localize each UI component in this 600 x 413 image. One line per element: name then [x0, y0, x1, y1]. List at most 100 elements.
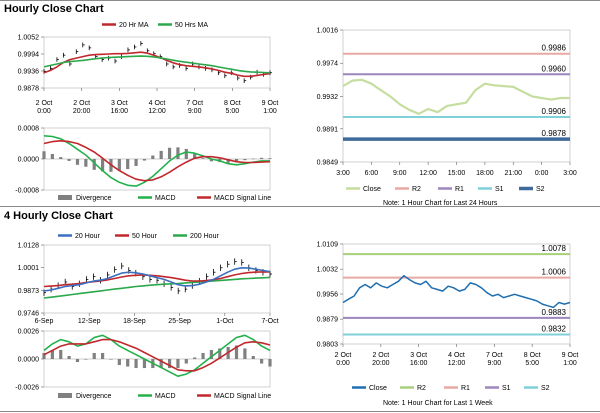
- four-hourly-ma-ytick-label-3: 0.9746: [18, 311, 40, 318]
- four-hourly-macd-divergence-bar-17: [184, 359, 188, 364]
- hourly-macd-legend-label-0: Divergence: [76, 195, 112, 202]
- hourly-ma-xtick-label-6: 9 Oct 1:00: [262, 100, 279, 115]
- week-xtick-label-6: 9 Oct 1:00: [562, 352, 579, 367]
- four-hourly-macd-divergence-bar-25: [251, 355, 255, 359]
- hourly-macd-divergence-bar-9: [117, 159, 121, 171]
- four-hourly-ma-xtick-label-4: 1-Oct: [216, 318, 233, 325]
- four-hourly-macd-divergence-bar-16: [176, 359, 180, 369]
- hourly-macd-divergence-bar-1: [50, 153, 54, 159]
- week-legend-label-3: S1: [502, 385, 511, 392]
- hourly-24h-xtick-label-8: 3:00: [563, 170, 577, 177]
- four-hourly-macd-divergence-bar-18: [193, 357, 197, 359]
- four-hourly-ma-plot-frame: [43, 244, 271, 314]
- four-hourly-macd-divergence-bar-19: [201, 352, 205, 359]
- hourly-macd-divergence-bar-3: [67, 159, 71, 161]
- hourly-macd-divergence-bar-27: [268, 158, 272, 159]
- four-hourly-macd-plot-frame: [43, 330, 271, 388]
- bottom-divider: [0, 411, 600, 412]
- hourly-macd-divergence-bar-18: [193, 153, 197, 159]
- week-legend-label-1: R2: [417, 385, 426, 392]
- four-hourly-macd-divergence-bar-11: [134, 359, 138, 369]
- four-hourly-ma-50h-line: [43, 271, 270, 288]
- hourly-macd-signal-line: [43, 140, 271, 182]
- hourly-ma-xtick-label-5: 8 Oct 5:00: [224, 100, 241, 115]
- hourly-macd-divergence-bar-23: [234, 159, 239, 163]
- week-r2-level-label: 1.0078: [542, 244, 567, 253]
- hourly-24h-xtick-label-6: 21:00: [504, 170, 522, 177]
- week-ytick-label-3: 0.9879: [317, 317, 339, 324]
- hourly-24h-s1-level-label: 0.9906: [542, 107, 567, 116]
- hourly-macd-divergence-bar-7: [100, 159, 105, 172]
- hourly-macd-legend-label-1: MACD: [155, 195, 176, 202]
- hourly-macd-divergence-bar-4: [75, 159, 80, 165]
- hourly-section-title: Hourly Close Chart: [4, 3, 104, 15]
- four-hourly-macd-ytick-label-1: 0.0000: [18, 357, 40, 364]
- hourly-24h-close-line: [342, 78, 570, 115]
- four-hourly-macd-divergence-bar-12: [142, 359, 147, 369]
- hourly-24h-legend-label-0: Close: [363, 186, 381, 193]
- hourly-macd-divergence-bar-13: [151, 155, 155, 159]
- four-hourly-macd-legend-label-2: MACD Signal Line: [214, 393, 271, 400]
- four-hourly-macd-divergence-bar-4: [75, 359, 80, 363]
- hourly-ma-xtick-label-3: 4 Oct 12:00: [148, 100, 166, 115]
- hourly-ma-xtick-label-1: 2 Oct 20:00: [73, 100, 91, 115]
- hourly-macd-ytick-label-2: -0.0008: [15, 188, 39, 195]
- four-hourly-macd-legend-label-1: MACD: [155, 393, 176, 400]
- hourly-macd-divergence-bar-2: [59, 157, 63, 159]
- hourly-24h-note: Note: 1 Hour Chart for Last 24 Hours: [383, 200, 498, 207]
- top-divider: [0, 0, 600, 1]
- hourly-macd-line: [43, 135, 270, 187]
- hourly-macd-ytick-label-1: 0.0000: [18, 157, 40, 164]
- hourly-24h-xtick-label-1: 6:00: [365, 170, 379, 177]
- hourly-macd-divergence-bar-14: [159, 150, 163, 159]
- week-s2-level-label: 0.9832: [542, 325, 567, 334]
- week-ytick-label-1: 1.0032: [317, 267, 339, 274]
- four-hourly-macd-divergence-bar-23: [234, 345, 239, 359]
- hourly-macd-divergence-bar-12: [142, 159, 147, 161]
- four-hourly-macd-divergence-bar-27: [268, 359, 272, 367]
- week-s1-level-label: 0.9883: [542, 308, 567, 317]
- four-hourly-macd-divergence-bar-15: [167, 359, 172, 369]
- four-hourly-ma-xtick-label-3: 25-Sep: [168, 318, 191, 325]
- four-hourly-macd-divergence-bar-3: [67, 355, 71, 359]
- week-xtick-label-2: 3 Oct 16:00: [410, 352, 428, 367]
- four-hourly-macd-divergence-bar-22: [226, 346, 230, 359]
- four-hourly-macd-divergence-bar-21: [218, 348, 222, 359]
- four-hourly-macd-divergence-bar-26: [260, 359, 264, 364]
- four-hourly-ma-legend-label-0: 20 Hour: [75, 233, 101, 240]
- four-hourly-ma-20h-line: [43, 267, 271, 292]
- hourly-macd-divergence-bar-22: [226, 159, 230, 163]
- hourly-ma-50hr-line: [43, 55, 271, 74]
- hourly-macd-divergence-bar-15: [167, 147, 172, 159]
- hourly-24h-legend-label-4: S2: [536, 186, 545, 193]
- hourly-24h-xtick-label-2: 9:00: [393, 170, 407, 177]
- four-hourly-ma-xtick-label-0: 6-Sep: [35, 318, 54, 325]
- week-xtick-label-5: 8 Oct 5:00: [524, 352, 541, 367]
- hourly-24h-ytick-label-1: 0.9974: [317, 61, 339, 68]
- hourly-24h-xtick-label-0: 3:00: [336, 170, 350, 177]
- week-legend-label-4: S2: [541, 385, 550, 392]
- week-xtick-label-4: 7 Oct 9:00: [486, 352, 503, 367]
- four-hourly-macd-divergence-bar-20: [209, 349, 214, 359]
- hourly-ma-xtick-label-4: 7 Oct 9:00: [186, 100, 203, 115]
- hourly-ma-plot-frame: [43, 36, 271, 89]
- hourly-24h-legend-label-1: R2: [412, 186, 421, 193]
- week-xtick-label-1: 2 Oct 20:00: [372, 352, 390, 367]
- week-ytick-label-2: 0.9956: [317, 292, 339, 299]
- week-close-line: [342, 274, 571, 309]
- hourly-macd-divergence-bar-5: [84, 159, 88, 167]
- four-hourly-ma-xtick-label-5: 7-Oct: [261, 318, 278, 325]
- four-hourly-macd-divergence-bar-1: [50, 349, 54, 359]
- hourly-24h-plot-frame: [342, 29, 571, 163]
- four-hourly-macd-divergence-bar-2: [59, 349, 63, 359]
- hourly-ma-ytick-label-1: 0.9994: [18, 52, 40, 59]
- four-hourly-ma-ytick-label-2: 0.9873: [18, 288, 40, 295]
- hourly-macd-divergence-bar-10: [126, 159, 130, 170]
- hourly-24h-xtick-label-5: 18:00: [476, 170, 494, 177]
- hourly-24h-ytick-label-2: 0.9932: [317, 94, 339, 101]
- four-hourly-macd-divergence-bar-9: [117, 359, 121, 366]
- hourly-24h-xtick-label-4: 15:00: [448, 170, 466, 177]
- hourly-ma-xtick-label-2: 3 Oct 16:00: [111, 100, 129, 115]
- four-hourly-ma-200h-line: [43, 276, 271, 299]
- four-hourly-macd-divergence-bar-5: [84, 359, 88, 360]
